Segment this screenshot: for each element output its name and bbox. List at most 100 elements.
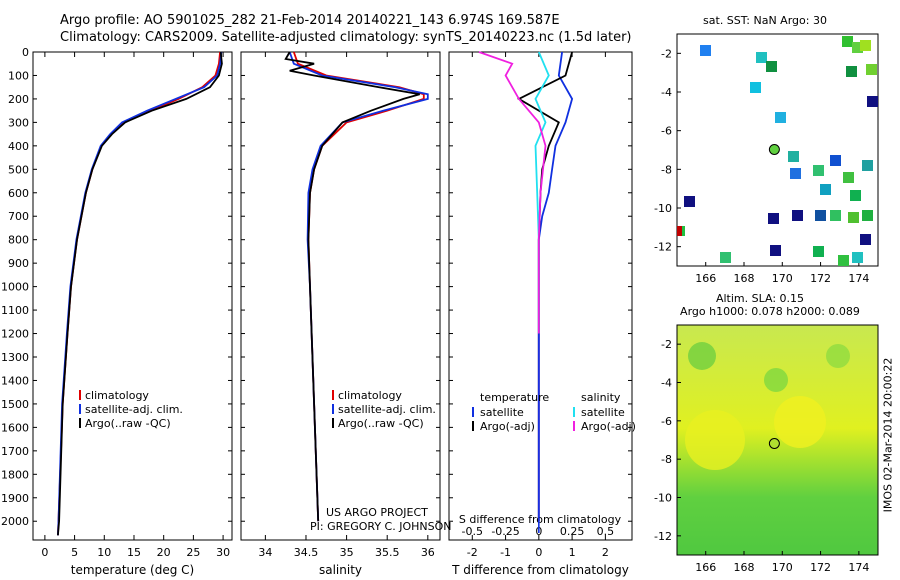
sla-map-ytick-label: -10 xyxy=(654,492,672,505)
sst-cell xyxy=(862,160,873,171)
temperature-xtick-label: 30 xyxy=(216,546,230,559)
figure-title: Argo profile: AO 5901025_282 21-Feb-2014… xyxy=(60,13,560,28)
figure-subtitle: Climatology: CARS2009. Satellite-adjuste… xyxy=(60,30,632,45)
difference-series-line xyxy=(537,51,574,522)
temperature-axes-frame xyxy=(32,51,233,541)
sst-cell xyxy=(684,196,695,207)
sst-cell xyxy=(677,226,682,236)
temperature-legend-label: Argo(..raw -QC) xyxy=(85,417,171,430)
s-diff-tick-label: 0.5 xyxy=(597,525,615,538)
sst-cell xyxy=(700,45,711,56)
salinity-legend-label: climatology xyxy=(338,389,402,402)
sst-cell xyxy=(813,246,824,257)
sst-map-xtick-label: 174 xyxy=(848,272,869,285)
sst-map-ytick-label: -2 xyxy=(661,47,672,60)
sla-map-ytick-label: -12 xyxy=(654,530,672,543)
temp-legend-title: temperature xyxy=(480,391,549,404)
sst-map-xtick-label: 168 xyxy=(734,272,755,285)
sst-cell xyxy=(720,252,731,263)
difference-xtick-label: 1 xyxy=(569,546,576,559)
sst-map-title: sat. SST: NaN Argo: 30 xyxy=(703,14,827,27)
difference-xtick-label: 2 xyxy=(602,546,609,559)
depth-tick-label: 1700 xyxy=(1,445,29,458)
temperature-xtick-label: 10 xyxy=(97,546,111,559)
difference-series-line xyxy=(534,51,550,522)
sla-map-ytick-label: -4 xyxy=(661,377,672,390)
difference-series-line xyxy=(478,51,547,522)
sst-cell xyxy=(846,66,857,77)
salinity-legend-label: Argo(..raw -QC) xyxy=(338,417,424,430)
sst-cell xyxy=(768,213,779,224)
depth-tick-label: 1800 xyxy=(1,468,29,481)
sst-cell xyxy=(862,210,873,221)
sla-blob xyxy=(826,344,850,368)
sst-cell xyxy=(852,42,863,53)
depth-tick-label: 500 xyxy=(8,163,29,176)
sla-blob xyxy=(774,396,826,448)
salinity-xtick-label: 34 xyxy=(258,546,272,559)
sla-map-ytick-label: -2 xyxy=(661,338,672,351)
sst-cell xyxy=(830,155,841,166)
sal-legend-label: satellite xyxy=(581,406,625,419)
sla-map-xtick-label: 168 xyxy=(734,561,755,574)
sla-map-xtick-label: 172 xyxy=(810,561,831,574)
temperature-xtick-label: 15 xyxy=(127,546,141,559)
temperature-xtick-label: 25 xyxy=(186,546,200,559)
temperature-series-line xyxy=(57,51,223,536)
sst-cell xyxy=(830,210,841,221)
depth-tick-label: 900 xyxy=(8,257,29,270)
sst-cell xyxy=(682,226,685,236)
depth-tick-label: 2000 xyxy=(1,515,29,528)
depth-tick-label: 800 xyxy=(8,234,29,247)
sst-map-xtick-label: 170 xyxy=(772,272,793,285)
difference-xtick-label: -1 xyxy=(500,546,511,559)
sst-cell xyxy=(775,112,786,123)
salinity-xtick-label: 35 xyxy=(340,546,354,559)
temperature-xlabel: temperature (deg C) xyxy=(71,563,194,577)
sst-cell xyxy=(790,168,801,179)
salinity-series-line xyxy=(292,51,425,522)
sst-cell xyxy=(788,151,799,162)
sst-map-ytick-label: -6 xyxy=(661,125,672,138)
depth-tick-label: 700 xyxy=(8,210,29,223)
sla-map-title: Altim. SLA: 0.15 xyxy=(716,292,804,305)
sst-float-marker xyxy=(768,143,780,155)
sst-cell xyxy=(860,234,871,245)
sst-cell xyxy=(813,165,824,176)
depth-tick-label: 100 xyxy=(8,69,29,82)
salinity-xtick-label: 34.5 xyxy=(294,546,319,559)
temperature-series-line xyxy=(57,51,223,536)
sla-map-xtick-label: 170 xyxy=(772,561,793,574)
footer-timestamp: IMOS 02-Mar-2014 20:00:22 xyxy=(881,357,895,513)
depth-tick-label: 200 xyxy=(8,93,29,106)
temperature-legend-label: climatology xyxy=(85,389,149,402)
sst-map-ytick-label: -4 xyxy=(661,86,672,99)
sla-map-xtick-label: 166 xyxy=(695,561,716,574)
sst-cell xyxy=(750,82,761,93)
depth-tick-label: 400 xyxy=(8,140,29,153)
salinity-xtick-label: 35.5 xyxy=(375,546,400,559)
sst-map-xtick-label: 166 xyxy=(695,272,716,285)
temperature-series-line xyxy=(57,51,221,536)
sal-legend-label: Argo(-adj) xyxy=(581,420,636,433)
depth-tick-label: 1100 xyxy=(1,304,29,317)
sst-cell xyxy=(842,36,853,47)
salinity-legend-label: satellite-adj. clim. xyxy=(338,403,436,416)
salinity-xlabel: salinity xyxy=(319,563,362,577)
sst-cell xyxy=(848,212,859,223)
s-diff-tick-label: 0.25 xyxy=(560,525,585,538)
sst-cell xyxy=(838,255,849,266)
temperature-xtick-label: 5 xyxy=(71,546,78,559)
sst-map-frame xyxy=(676,33,879,267)
sst-map-ytick-label: -10 xyxy=(654,202,672,215)
sst-cell xyxy=(867,96,878,107)
sst-cell xyxy=(766,61,777,72)
credit-pi: PI: GREGORY C. JOHNSON xyxy=(310,520,451,533)
depth-tick-label: 1200 xyxy=(1,328,29,341)
depth-tick-label: 1500 xyxy=(1,398,29,411)
temp-legend-label: satellite xyxy=(480,406,524,419)
sst-cell xyxy=(820,184,831,195)
depth-tick-label: 300 xyxy=(8,116,29,129)
sst-cell xyxy=(756,52,767,63)
